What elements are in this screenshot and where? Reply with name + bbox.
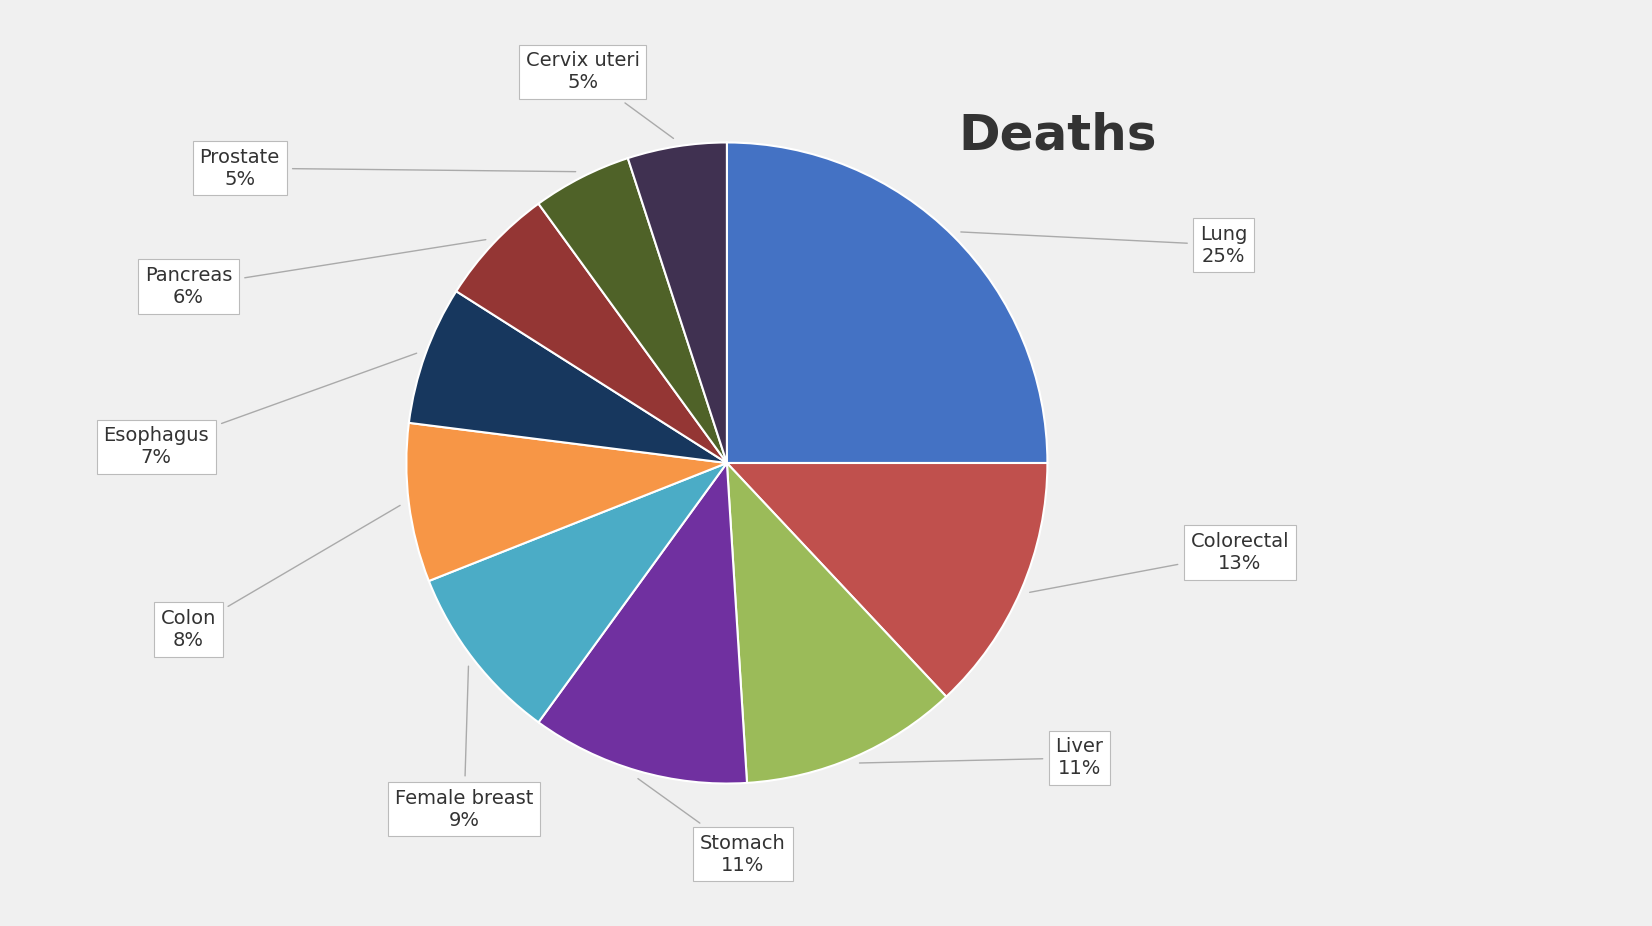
Text: Female breast
9%: Female breast 9%: [395, 666, 534, 830]
Text: Colorectal
13%: Colorectal 13%: [1029, 532, 1289, 593]
Wedge shape: [727, 143, 1047, 463]
Text: Esophagus
7%: Esophagus 7%: [104, 353, 416, 468]
Wedge shape: [456, 204, 727, 463]
Wedge shape: [408, 292, 727, 463]
Text: Lung
25%: Lung 25%: [961, 224, 1247, 266]
Wedge shape: [628, 143, 727, 463]
Text: Prostate
5%: Prostate 5%: [200, 147, 575, 189]
Text: Liver
11%: Liver 11%: [859, 737, 1104, 779]
Text: Stomach
11%: Stomach 11%: [638, 779, 786, 874]
Wedge shape: [539, 463, 747, 783]
Text: Deaths: Deaths: [958, 111, 1156, 159]
Text: Cervix uteri
5%: Cervix uteri 5%: [525, 52, 674, 138]
Wedge shape: [539, 158, 727, 463]
Wedge shape: [727, 463, 1047, 696]
Wedge shape: [406, 423, 727, 581]
Wedge shape: [727, 463, 947, 782]
Wedge shape: [430, 463, 727, 722]
Text: Colon
8%: Colon 8%: [160, 506, 400, 650]
Text: Pancreas
6%: Pancreas 6%: [145, 240, 486, 307]
